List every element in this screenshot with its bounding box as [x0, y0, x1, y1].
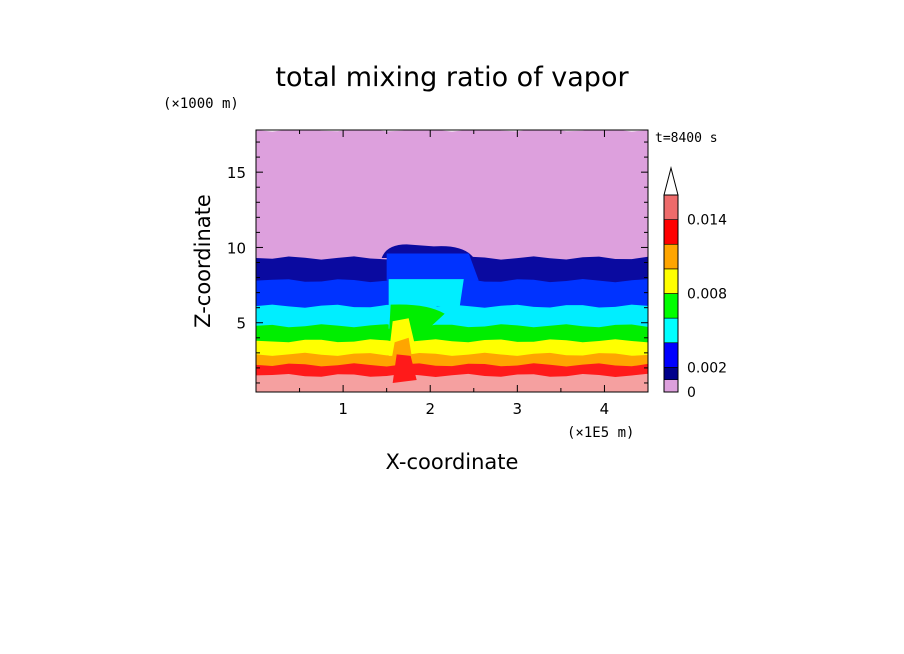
- y-tick-label: 15: [227, 164, 246, 182]
- colorbar-label: 0.014: [687, 213, 727, 229]
- colorbar-label: 0.002: [687, 360, 727, 376]
- colorbar-swatch: [663, 219, 679, 245]
- colorbar-swatch: [663, 194, 679, 220]
- x-tick-label: 3: [513, 400, 523, 418]
- x-unit-label: (×1E5 m): [567, 425, 634, 441]
- colorbar-swatch: [663, 342, 679, 368]
- plume-band: [386, 253, 479, 281]
- colorbar-swatch: [663, 367, 679, 380]
- colorbar-swatch: [663, 317, 679, 344]
- colorbar-frame: [663, 194, 679, 393]
- colorbar: 0 0.002 0.008 0.014: [663, 166, 727, 401]
- x-tick-label: 2: [425, 400, 435, 418]
- colorbar-label: 0.008: [687, 287, 727, 303]
- colorbar-swatch: [663, 243, 679, 270]
- x-axis-label: X-coordinate: [386, 450, 519, 474]
- colorbar-swatch: [663, 268, 679, 294]
- y-tick-label: 10: [227, 239, 246, 257]
- colorbar-swatch: [663, 379, 679, 393]
- contour-plot: 1 2 3 4 5 10 15: [227, 129, 649, 418]
- plume-core: [392, 354, 417, 383]
- x-tick-label: 1: [338, 400, 348, 418]
- contour-layer: [256, 373, 648, 392]
- x-tick-label: 4: [600, 400, 610, 418]
- colorbar-label: 0: [687, 385, 696, 401]
- y-axis-label: Z-coordinate: [191, 194, 215, 328]
- chart-title: total mixing ratio of vapor: [275, 62, 629, 93]
- y-unit-label: (×1000 m): [163, 96, 239, 112]
- colorbar-swatch: [663, 293, 679, 319]
- y-tick-label: 5: [236, 315, 246, 333]
- time-label: t=8400 s: [655, 131, 718, 146]
- colorbar-extend-arrow: [663, 166, 679, 196]
- plot-frame: [255, 129, 649, 393]
